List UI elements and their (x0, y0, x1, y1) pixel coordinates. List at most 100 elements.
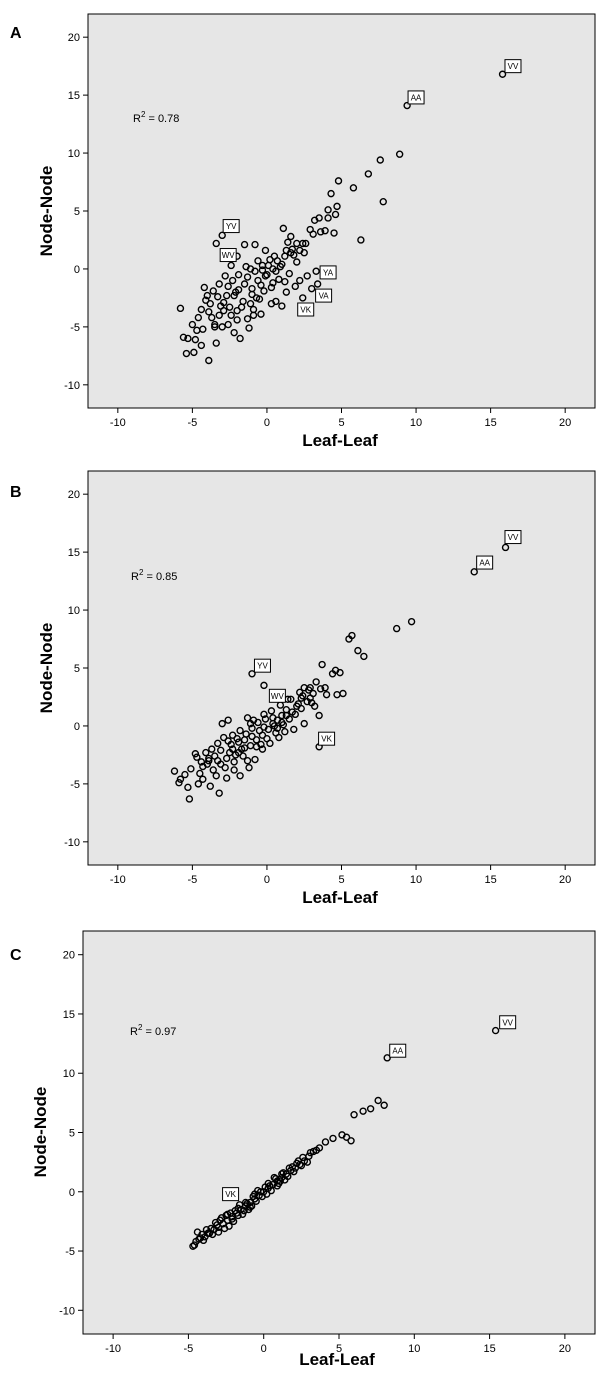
data-point (236, 772, 244, 780)
data-point (302, 239, 310, 248)
data-point (176, 775, 185, 783)
annotation-label: WV (222, 251, 236, 260)
annotation-label: VK (300, 306, 311, 315)
x-tick-label: 0 (261, 1343, 267, 1355)
data-point (231, 751, 240, 759)
y-tick-label: 0 (74, 721, 80, 733)
annotation-box (504, 530, 522, 545)
y-axis-title-a: Node-Node (37, 166, 56, 257)
x-tick-label: 10 (410, 417, 422, 429)
data-point (252, 1197, 260, 1205)
data-point (212, 772, 220, 780)
data-point (294, 700, 302, 708)
data-point (334, 177, 343, 185)
data-point (239, 752, 247, 760)
data-point (269, 279, 277, 287)
data-point (273, 1182, 281, 1190)
data-point (221, 763, 229, 772)
data-point (366, 1105, 375, 1113)
data-point (233, 734, 241, 743)
x-axis-title-a: Leaf-Leaf (302, 431, 378, 450)
x-tick-label: -5 (187, 417, 197, 429)
y-tick-label: -10 (59, 1305, 75, 1317)
data-point (287, 232, 295, 241)
data-point (222, 1211, 230, 1220)
x-axis-title-c: Leaf-Leaf (299, 1350, 375, 1369)
data-point (230, 328, 238, 337)
x-tick-label: 15 (483, 1343, 495, 1355)
panel-letter-c: C (10, 947, 22, 964)
data-point (278, 711, 286, 720)
data-point (231, 288, 240, 296)
data-point (205, 754, 213, 763)
data-point (257, 281, 265, 289)
plot-area-a (87, 13, 596, 409)
data-point (197, 305, 206, 314)
data-point (300, 719, 308, 728)
annotation-box (268, 688, 286, 703)
data-point (316, 228, 325, 236)
data-point (501, 543, 510, 552)
data-point (203, 291, 211, 300)
data-point (287, 695, 295, 703)
data-point (213, 1221, 221, 1229)
data-point (241, 1198, 250, 1207)
data-point (199, 775, 207, 783)
data-point (234, 271, 243, 279)
data-point (315, 711, 323, 720)
data-point (215, 280, 223, 288)
data-point (258, 266, 267, 274)
annotation-box (499, 1015, 517, 1030)
x-tick-label: -10 (105, 1343, 121, 1355)
data-point (357, 236, 365, 244)
data-point (190, 1241, 199, 1249)
data-point (287, 249, 295, 257)
r-squared-label-b: R2 = 0.85 (131, 568, 177, 583)
data-point (214, 739, 222, 748)
data-point (221, 272, 229, 280)
annotation-box (389, 1043, 407, 1058)
data-point (270, 252, 279, 260)
data-point (278, 302, 286, 310)
data-point (498, 70, 507, 78)
data-point (359, 1107, 367, 1115)
data-point (243, 714, 252, 722)
x-tick-label: 15 (484, 417, 496, 429)
y-tick-label: 0 (69, 1187, 75, 1199)
data-point (279, 224, 288, 233)
y-tick-label: -10 (64, 380, 80, 392)
data-point (267, 300, 276, 308)
data-point (275, 275, 283, 284)
y-tick-label: 15 (63, 1009, 75, 1021)
data-point (237, 745, 246, 753)
data-point (282, 288, 291, 296)
y-tick-label: 20 (68, 489, 80, 501)
annotation-label: YA (323, 268, 334, 277)
scatter-points-b (170, 543, 510, 803)
data-point (312, 267, 320, 275)
x-tick-label: 20 (559, 417, 571, 429)
panel-letter-a: A (10, 25, 22, 42)
data-point (205, 356, 213, 365)
x-tick-label: -5 (187, 874, 197, 886)
data-point (290, 1167, 298, 1176)
data-point (263, 271, 271, 279)
data-point (331, 210, 340, 219)
annotation-label: YV (226, 222, 237, 231)
data-point (196, 769, 204, 778)
data-point (312, 678, 320, 686)
data-point (260, 723, 268, 731)
data-point (194, 313, 203, 322)
data-point (240, 280, 249, 288)
data-point (267, 1186, 275, 1195)
y-tick-label: 5 (69, 1128, 75, 1140)
data-point (284, 238, 292, 246)
data-point (258, 1192, 266, 1201)
data-point (214, 1228, 223, 1236)
data-point (395, 150, 404, 158)
data-point (235, 1201, 244, 1209)
data-point (202, 748, 210, 757)
scatter-points-c (189, 1026, 500, 1250)
data-point (299, 294, 307, 302)
